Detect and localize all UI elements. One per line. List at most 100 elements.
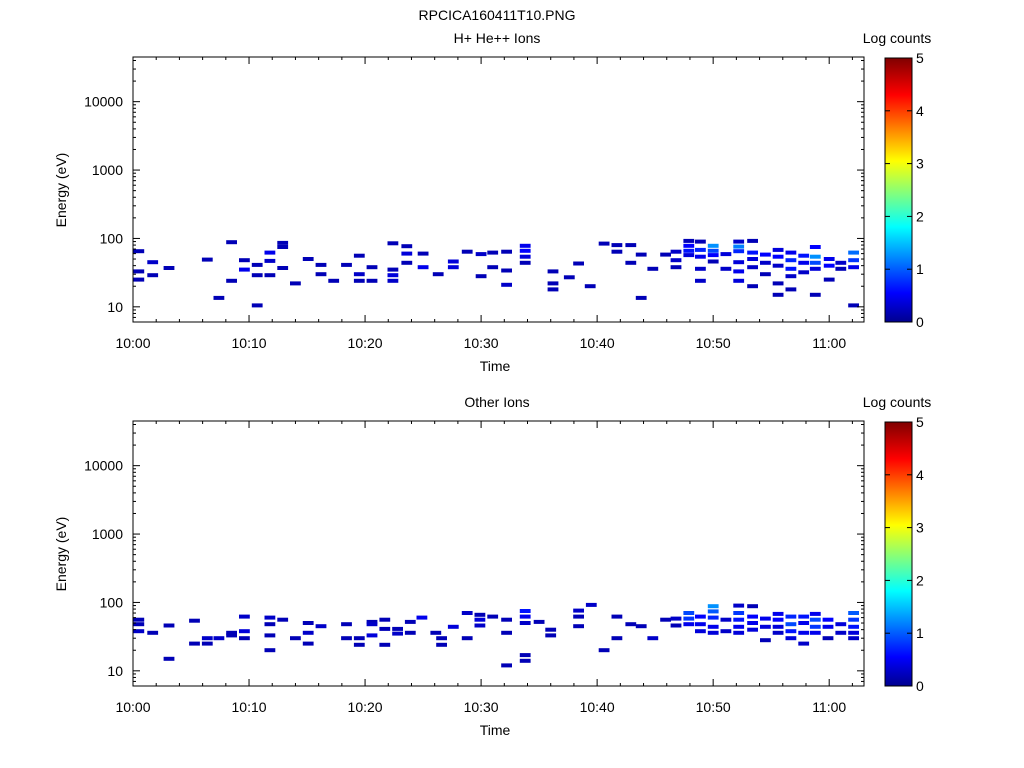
heatmap-cell [809,617,821,622]
heatmap-cell [447,624,459,629]
heatmap-cell [404,630,416,635]
heatmap-cell [809,260,821,265]
heatmap-cell [695,278,706,283]
colorbar-tick-label: 1 [916,625,924,641]
heatmap-cell [772,617,784,622]
heatmap-cell [328,278,340,283]
heatmap-cell [430,630,442,635]
heatmap-cell [733,260,745,265]
heatmap-cell [341,622,352,627]
heatmap-cell [785,287,797,292]
figure-title: RPCICA160411T10.PNG [419,7,576,23]
x-axis-label: Time [480,722,511,738]
heatmap-cell [417,251,429,256]
heatmap-cell [461,249,473,254]
heatmap-cell [519,609,531,613]
heatmap-cell [670,265,682,270]
heatmap-cell [809,611,821,616]
heatmap-cell [747,257,758,261]
colorbar-tick-label: 2 [916,208,924,224]
heatmap-cell [798,621,810,625]
colorbar-ticks: 0 1 2 3 4 5 [885,50,924,330]
heatmap-cell [519,653,531,658]
colorbar-ticks: 0 1 2 3 4 5 [885,414,924,694]
colorbar [884,421,913,687]
heatmap-cell [387,241,399,246]
colorbar-label: Log counts [863,30,932,46]
heatmap-cell [501,663,512,668]
heatmap-cell [798,614,810,619]
heatmap-cell [785,622,797,627]
heatmap-cell [133,629,145,634]
y-tick-label: 10 [107,663,123,679]
heatmap-cell [733,249,745,254]
heatmap-cell [707,624,719,629]
heatmap-cell [760,260,771,265]
heatmap-cell [264,615,276,620]
heatmap-cell [809,266,821,271]
heatmap-cell [772,630,784,635]
heatmap-cell [519,254,531,259]
heatmap-cell [133,622,145,627]
heatmap-cell [660,252,671,257]
panel-title: H+ He++ Ions [454,30,541,46]
heatmap-cell [683,243,695,248]
heatmap-cell [239,629,250,634]
heatmap-cell [822,636,834,641]
heatmap-cell [707,630,719,635]
heatmap-cell [379,626,391,631]
y-axis-label: Energy (eV) [53,517,69,592]
heatmap-cell [401,260,413,265]
heatmap-cell [785,250,797,255]
heatmap-cell [747,621,758,625]
heatmap-cell [733,603,745,608]
heatmap-cell [474,612,486,617]
y-tick-label: 100 [100,230,124,246]
heatmap-cell [720,629,732,634]
heatmap-cell [785,266,797,271]
heatmap-cell [475,252,487,257]
heatmap-cell [733,624,745,629]
heatmap-cell [798,630,810,635]
heatmap-cell [720,266,732,271]
x-tick-label: 10:20 [348,335,383,351]
x-tick-label: 10:30 [464,699,499,715]
colorbar-tick-label: 1 [916,261,924,277]
heatmap-cell [501,617,512,622]
heatmap-cell [760,638,771,643]
heatmap-cell [835,266,847,271]
x-axis-label: Time [480,358,511,374]
heatmap-cell [848,265,859,270]
heatmap-cell [695,239,706,244]
heatmap-cell [695,614,706,619]
heatmap-cell [772,247,784,252]
heatmap-cell [683,611,695,615]
heatmap-cell [647,636,659,641]
heatmap-cell [547,287,559,292]
heatmap-cell [635,252,647,257]
heatmap-cell [798,260,810,265]
heatmap-cell [760,272,771,277]
colorbar-tick-label: 3 [916,156,924,172]
heatmap-cell [848,617,859,622]
colorbar-label: Log counts [863,394,932,410]
x-tick-label: 10:20 [348,699,383,715]
y-axis-label: Energy (eV) [53,153,69,228]
heatmap-cell [487,265,499,270]
x-tick-label: 10:00 [115,335,150,351]
heatmap-cell [707,604,719,609]
heatmap-cell [733,269,745,274]
heatmap-cell [747,614,758,619]
heatmap-cell [147,260,159,265]
heatmap-cell [798,270,810,275]
heatmap-cell [519,260,531,265]
heatmap-cell [785,258,797,263]
plot-frame [132,56,865,323]
heatmap-cell [519,248,531,253]
heatmap-cell [447,265,459,270]
heatmap-cell [772,281,784,286]
heatmap-cell [707,253,719,258]
heatmap-cell [772,292,784,297]
heatmap-cell [809,292,821,297]
